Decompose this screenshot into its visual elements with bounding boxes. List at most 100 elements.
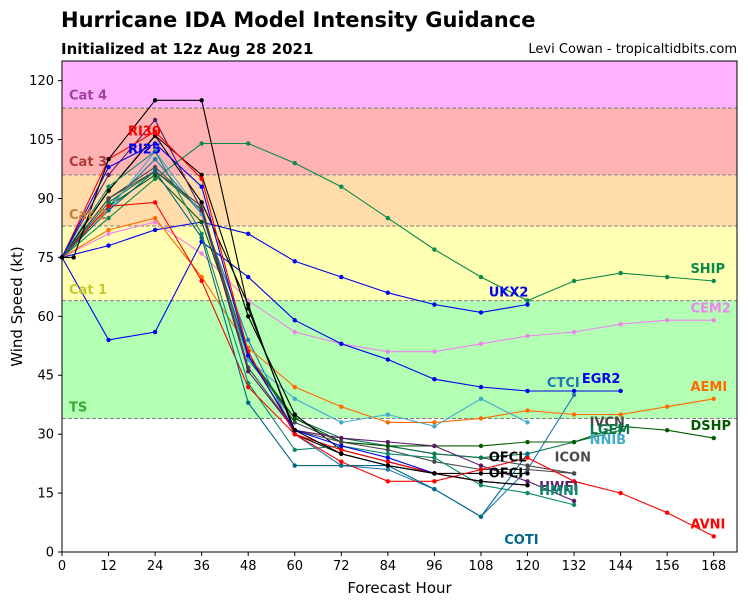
series-point-coti (432, 486, 437, 492)
x-axis-ticks: 0 12 24 36 48 60 72 84 96 108 120 132 144 156 168 (58, 552, 726, 574)
series-point-cem2 (152, 219, 158, 225)
series-ri25 (59, 141, 437, 476)
series-point-ofci (478, 471, 484, 476)
series-point-coti (152, 168, 158, 174)
series-label-icon: ICON (555, 451, 591, 466)
series-point-ctci (152, 157, 158, 162)
chart-title: Hurricane IDA Model Intensity Guidance (61, 8, 536, 32)
series-point-ship (292, 160, 297, 166)
x-tick-label: 108 (469, 559, 494, 574)
series-point-ri30 (339, 447, 344, 453)
series-point-hwfi (246, 369, 251, 374)
series-point-hmni (199, 231, 204, 237)
series-point-unlabeled-19 (246, 306, 251, 311)
category-labels: TS Cat 1 Cat 2 Cat 3 Cat 4 (69, 88, 107, 415)
series-label-ship: SHIP (690, 262, 725, 277)
series-point-ship (664, 274, 670, 280)
series-point-ship (152, 176, 158, 182)
series-point-egr2 (106, 337, 111, 343)
series-point-dshp (525, 439, 530, 445)
series-point-lgem (618, 428, 623, 433)
series-point-avni (385, 479, 391, 484)
plot-frame (61, 60, 738, 553)
series-point-hwfi (432, 443, 437, 449)
series-point-lgem (432, 451, 437, 456)
series-point-cem2 (571, 329, 577, 335)
series-line-ctci (61, 158, 575, 518)
series-point-egr2 (385, 357, 391, 362)
y-tick-label: 75 (37, 251, 54, 266)
series-point-aemi (106, 227, 111, 233)
x-tick-label: 0 (58, 559, 66, 574)
series-point-aemi (339, 404, 344, 409)
series-point-coti (106, 208, 111, 213)
series-point-cem2 (292, 329, 297, 335)
series-point-coti (292, 463, 297, 468)
series-point-ofcl (199, 172, 204, 178)
series-label-ctci: CTCI (547, 376, 580, 391)
series-point-cem2 (432, 349, 437, 354)
series-point-hmni (478, 483, 484, 488)
series-point-ofcl (246, 314, 251, 319)
series-point-hmni (292, 447, 297, 453)
series-point-aemi (152, 215, 158, 221)
series-point-ofci (525, 471, 530, 476)
series-point-cem2 (618, 321, 623, 327)
series-point-ukx2 (525, 302, 530, 307)
series-point-unlabeled-19 (199, 98, 204, 103)
series-label-ukx2: UKX2 (489, 286, 529, 301)
series-point-dshp (571, 439, 577, 445)
series-point-lgem (106, 200, 111, 205)
series-point-ukx2 (385, 290, 391, 295)
y-tick-label: 30 (37, 428, 54, 443)
series-point-coti (246, 400, 251, 405)
series-point-avni (571, 479, 577, 484)
series-point-dshp (199, 219, 204, 225)
y-axis-ticks: 0 15 30 45 60 75 90 105 120 (29, 74, 62, 561)
x-axis-label: Forecast Hour (347, 579, 452, 597)
series-point-avni (432, 479, 437, 484)
series-point-ri25 (246, 353, 251, 358)
band-ts (62, 300, 737, 419)
series-point-ivcn (292, 420, 297, 425)
series-point-avni (152, 200, 158, 205)
series-label-aemi: AEMI (690, 380, 727, 395)
series-point-cem2 (199, 251, 204, 256)
series-point-nnib (385, 412, 391, 417)
series-point-avni (106, 204, 111, 209)
series-point-ofci (199, 200, 204, 205)
x-tick-label: 120 (515, 559, 540, 574)
series-point-aemi (432, 420, 437, 425)
series-point-icon (385, 447, 391, 453)
series-label-coti: COTI (504, 533, 538, 548)
series-point-aemi (618, 412, 623, 417)
series-point-ri30 (385, 459, 391, 464)
series-point-nnib (478, 396, 484, 402)
series-point-nnib (432, 424, 437, 429)
series-point-cem2 (664, 318, 670, 323)
series-point-unlabeled-19 (292, 428, 297, 433)
series-point-aemi (385, 420, 391, 425)
series-point-coti (339, 463, 344, 468)
series-point-avni (664, 510, 670, 515)
series-label-ri30: RI30 (128, 125, 161, 140)
series-point-aemi (525, 408, 530, 413)
series-point-icon (339, 439, 344, 445)
series-point-avni (246, 384, 251, 390)
series-point-aemi (292, 384, 297, 390)
series-point-cem2 (711, 318, 716, 323)
x-tick-label: 168 (701, 559, 726, 574)
series-point-ri30 (292, 431, 297, 437)
series-point-ukx2 (106, 243, 111, 248)
series-label-egr2: EGR2 (582, 372, 621, 387)
series-point-nnib (292, 396, 297, 402)
series-point-dshp (385, 443, 391, 449)
series-point-hmni (571, 502, 577, 508)
series-point-nnib (525, 420, 530, 425)
series-point-egr2 (618, 388, 623, 394)
series-point-dshp (618, 424, 623, 429)
series-point-ship (106, 215, 111, 221)
band-cat-1 (62, 225, 737, 301)
series-point-hmni (525, 490, 530, 496)
